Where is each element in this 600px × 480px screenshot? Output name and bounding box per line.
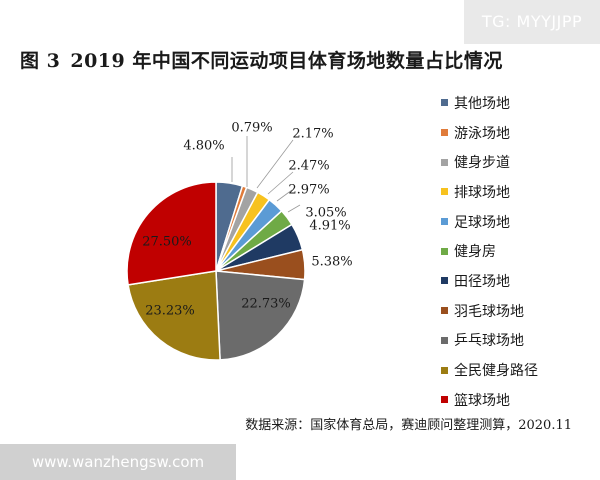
legend-swatch (441, 277, 448, 285)
legend-label: 健身房 (454, 244, 496, 261)
data-label-2: 0.79% (231, 121, 272, 136)
legend-label: 全民健身路径 (454, 363, 538, 380)
legend-swatch (441, 247, 448, 255)
data-label-6: 3.05% (305, 206, 346, 221)
data-label-4: 2.47% (288, 159, 329, 174)
legend-label: 游泳场地 (454, 125, 510, 142)
chart-title-text: 2019 年中国不同运动项目体育场地数量占比情况 (70, 50, 503, 72)
source-note: 数据来源：国家体育总局，赛迪顾问整理测算，2020.11 (245, 418, 572, 433)
chart-title: 图 3 2019 年中国不同运动项目体育场地数量占比情况 (20, 46, 540, 73)
legend-item-10: 全民健身路径 (441, 355, 591, 385)
data-label-8: 5.38% (311, 255, 352, 270)
legend: 其他场地游泳场地健身步道排球场地足球场地健身房田径场地羽毛球场地乒乓球场地全民健… (441, 88, 591, 415)
legend-label: 乒乓球场地 (454, 333, 524, 350)
leader-line-4 (267, 171, 294, 195)
legend-item-2: 游泳场地 (441, 118, 591, 148)
figure-number: 图 3 (20, 50, 61, 72)
data-label-1: 4.80% (183, 139, 224, 154)
legend-swatch (441, 188, 448, 196)
data-label-9: 22.73% (241, 297, 291, 312)
legend-label: 田径场地 (454, 273, 510, 290)
data-label-7: 4.91% (309, 219, 350, 234)
legend-swatch (441, 129, 448, 137)
legend-item-7: 田径场地 (441, 266, 591, 296)
legend-swatch (441, 366, 448, 374)
legend-label: 篮球场地 (454, 392, 510, 409)
leader-line-5 (276, 189, 293, 202)
legend-swatch (441, 158, 448, 166)
legend-item-3: 健身步道 (441, 147, 591, 177)
pie-slice-11 (126, 181, 217, 286)
leader-line-6 (287, 204, 301, 213)
legend-item-5: 足球场地 (441, 207, 591, 237)
leader-line-3 (256, 139, 294, 189)
legend-swatch (441, 396, 448, 404)
legend-label: 排球场地 (454, 184, 510, 201)
legend-label: 其他场地 (454, 95, 510, 112)
legend-label: 羽毛球场地 (454, 303, 524, 320)
pie-slice-10 (127, 270, 221, 361)
data-label-3: 2.17% (292, 127, 333, 142)
pie-slice-9 (215, 270, 306, 361)
legend-swatch (441, 99, 448, 107)
data-label-5: 2.97% (288, 183, 329, 198)
legend-swatch (441, 218, 448, 226)
legend-item-4: 排球场地 (441, 177, 591, 207)
legend-item-1: 其他场地 (441, 88, 591, 118)
legend-label: 健身步道 (454, 155, 510, 172)
legend-swatch (441, 336, 448, 344)
legend-swatch (441, 307, 448, 315)
legend-item-9: 乒乓球场地 (441, 326, 591, 356)
legend-item-6: 健身房 (441, 236, 591, 266)
watermark-bottom: www.wanzhengsw.com (0, 444, 236, 480)
legend-label: 足球场地 (454, 214, 510, 231)
legend-item-8: 羽毛球场地 (441, 296, 591, 326)
legend-item-11: 篮球场地 (441, 385, 591, 415)
watermark-top: TG: MYYJJPP (464, 0, 600, 44)
data-label-10: 23.23% (145, 304, 195, 319)
data-label-11: 27.50% (142, 235, 192, 250)
